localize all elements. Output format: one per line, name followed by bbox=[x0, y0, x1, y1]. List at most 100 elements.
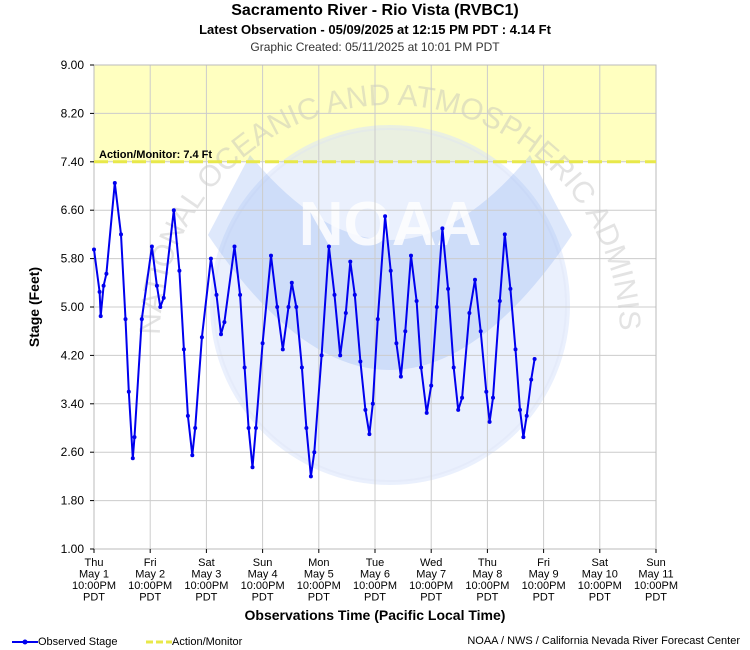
observed-stage-point bbox=[338, 353, 343, 358]
observed-stage-point bbox=[232, 244, 237, 249]
observed-stage-point bbox=[177, 268, 182, 273]
watermark-globe bbox=[210, 125, 570, 485]
observed-stage-point bbox=[521, 435, 526, 440]
observed-stage-point bbox=[123, 317, 128, 322]
y-tick-label: 6.60 bbox=[61, 203, 85, 217]
observed-stage-point bbox=[222, 320, 227, 325]
observed-stage-point bbox=[497, 299, 502, 303]
observed-stage-point bbox=[414, 299, 419, 303]
y-tick-label: 3.40 bbox=[61, 397, 85, 411]
observed-stage-point bbox=[101, 283, 106, 288]
observed-stage-point bbox=[343, 311, 348, 315]
observed-stage-point bbox=[190, 453, 195, 458]
observed-stage-points bbox=[92, 181, 537, 479]
y-tick-label: 5.00 bbox=[61, 300, 85, 314]
observed-stage-point bbox=[508, 286, 513, 291]
observed-stage-point bbox=[456, 407, 461, 412]
observed-stage-point bbox=[246, 426, 251, 430]
x-tick-label: Sat May 10 10:00PM PDT bbox=[578, 557, 622, 604]
legend-observed-swatch bbox=[12, 639, 38, 645]
watermark-logo-text: NOAA bbox=[299, 190, 482, 259]
action-stage-label: Action/Monitor: 7.4 Ft bbox=[99, 149, 212, 161]
observed-stage-point bbox=[299, 365, 304, 370]
observed-stage-point bbox=[238, 292, 243, 297]
observed-stage-point bbox=[473, 277, 477, 282]
observed-stage-point bbox=[139, 317, 144, 322]
y-axis-ticks: 1.00 1.80 2.60 3.40 4.20 5.00 5.80 6.60 7.40 8.20… bbox=[61, 58, 94, 556]
observed-stage-point bbox=[104, 271, 109, 276]
observed-stage-point bbox=[158, 305, 163, 309]
x-tick-label: Tue May 6 10:00PM PDT bbox=[353, 557, 397, 604]
observed-stage-point bbox=[394, 341, 399, 346]
x-tick-label: Sat May 3 10:00PM PDT bbox=[184, 557, 228, 604]
observed-stage-point bbox=[446, 286, 451, 291]
observed-stage-point bbox=[513, 347, 518, 352]
x-tick-label: Sun May 4 10:00PM PDT bbox=[241, 557, 285, 604]
y-tick-label: 8.20 bbox=[61, 106, 85, 120]
x-axis-ticks: Thu May 1 10:00PM PDT Fri May 2 10:00PM PDT Sat M… bbox=[72, 549, 678, 604]
observed-stage-point bbox=[403, 329, 408, 334]
x-tick-label: Wed May 7 10:00PM PDT bbox=[409, 557, 453, 604]
observed-stage-point bbox=[286, 305, 291, 309]
observed-stage-point bbox=[132, 435, 137, 440]
observed-stage-point bbox=[97, 289, 102, 294]
x-tick-label: Mon May 5 10:00PM PDT bbox=[297, 557, 341, 604]
legend-action-label: Action/Monitor bbox=[172, 636, 243, 648]
observed-stage-point bbox=[532, 357, 537, 361]
observed-stage-point bbox=[154, 283, 159, 288]
observed-stage-point bbox=[130, 456, 135, 461]
observed-stage-point bbox=[149, 244, 154, 249]
observed-stage-point bbox=[126, 389, 131, 394]
y-tick-label: 9.00 bbox=[61, 58, 85, 72]
observed-stage-point bbox=[112, 181, 117, 185]
observed-stage-point bbox=[253, 426, 258, 430]
observed-stage-point bbox=[518, 407, 522, 412]
x-tick-label: Thu May 1 10:00PM PDT bbox=[72, 557, 116, 604]
graphic-created: Graphic Created: 05/11/2025 at 10:01 PM … bbox=[250, 40, 500, 54]
x-tick-label: Thu May 8 10:00PM PDT bbox=[465, 557, 509, 604]
observed-stage-point bbox=[375, 317, 380, 322]
observed-stage-point bbox=[460, 395, 465, 400]
latest-observation: Latest Observation - 05/09/2025 at 12:15… bbox=[199, 22, 551, 37]
observed-stage-point bbox=[398, 374, 403, 379]
legend-action: Action/Monitor bbox=[146, 636, 242, 648]
observed-stage-point bbox=[319, 353, 324, 358]
observed-stage-point bbox=[429, 383, 434, 388]
observed-stage-point bbox=[383, 214, 388, 219]
observed-stage-point bbox=[388, 268, 393, 273]
x-tick-label: Fri May 2 10:00PM PDT bbox=[128, 557, 172, 604]
x-axis-label: Observations Time (Pacific Local Time) bbox=[245, 607, 506, 623]
observed-stage-point bbox=[171, 208, 176, 213]
observed-stage-point bbox=[370, 401, 375, 406]
observed-stage-point bbox=[434, 305, 439, 309]
observed-stage-point bbox=[467, 311, 472, 315]
observed-stage-point bbox=[440, 226, 445, 231]
y-tick-label: 7.40 bbox=[61, 155, 85, 169]
observed-stage-point bbox=[260, 341, 265, 346]
observed-stage-point bbox=[304, 426, 309, 430]
observed-stage-point bbox=[289, 280, 294, 285]
observed-stage-point bbox=[487, 419, 492, 424]
y-tick-label: 1.00 bbox=[61, 542, 85, 556]
observed-stage-point bbox=[332, 292, 337, 297]
credit: NOAA / NWS / California Nevada River For… bbox=[467, 635, 740, 647]
observed-stage-point bbox=[269, 253, 273, 258]
observed-stage-point bbox=[208, 256, 213, 261]
x-tick-label: Fri May 9 10:00PM PDT bbox=[522, 557, 566, 604]
observed-stage-point bbox=[250, 465, 255, 470]
observed-stage-point bbox=[199, 335, 204, 340]
observed-stage-point bbox=[478, 329, 483, 334]
observed-stage-point bbox=[214, 292, 219, 297]
observed-stage-point bbox=[363, 407, 368, 412]
observed-stage-point bbox=[502, 232, 507, 237]
observed-stage-point bbox=[352, 292, 357, 297]
observed-stage-point bbox=[326, 244, 331, 249]
observed-stage-point bbox=[181, 347, 186, 352]
chart-title: Sacramento River - Rio Vista (RVBC1) bbox=[231, 2, 519, 19]
y-tick-label: 2.60 bbox=[61, 445, 85, 459]
observed-stage-point bbox=[358, 359, 363, 364]
observed-stage-point bbox=[529, 377, 534, 382]
observed-stage-point bbox=[98, 314, 103, 319]
observed-stage-point bbox=[348, 259, 353, 264]
